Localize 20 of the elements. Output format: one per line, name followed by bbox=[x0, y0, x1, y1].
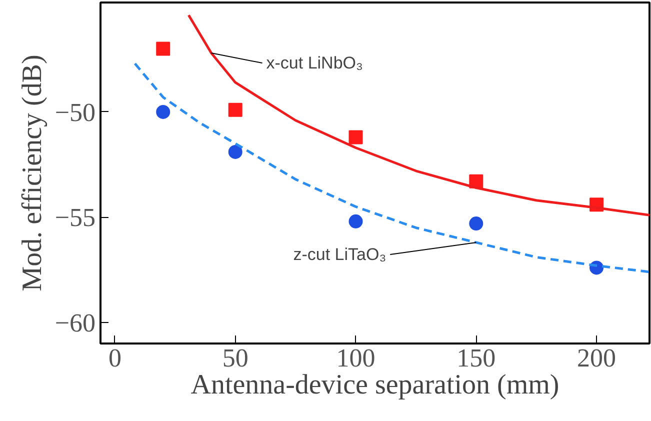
line-series bbox=[187, 14, 650, 216]
point bbox=[469, 216, 484, 231]
x-axis-title: Antenna-device separation (mm) bbox=[190, 370, 560, 400]
x-tick-label: 150 bbox=[456, 344, 496, 372]
y-tick-label: −50 bbox=[54, 98, 96, 127]
y-tick-label: −60 bbox=[54, 308, 96, 338]
point bbox=[156, 104, 170, 119]
point bbox=[348, 130, 363, 144]
y-tick-label: −55 bbox=[54, 203, 96, 232]
point bbox=[348, 214, 363, 228]
point bbox=[228, 102, 242, 117]
y-axis-title: Mod. efficiency (dB) bbox=[16, 54, 48, 292]
x-tick-label: 100 bbox=[336, 344, 376, 372]
series-label: x-cut LiNbO₃ bbox=[266, 54, 363, 73]
x-tick-label: 200 bbox=[577, 344, 616, 372]
point bbox=[156, 42, 170, 56]
point bbox=[228, 144, 242, 159]
series-label: z-cut LiTaO₃ bbox=[293, 244, 386, 264]
x-tick-label: 50 bbox=[222, 344, 248, 372]
x-tick-label: 0 bbox=[108, 344, 122, 372]
